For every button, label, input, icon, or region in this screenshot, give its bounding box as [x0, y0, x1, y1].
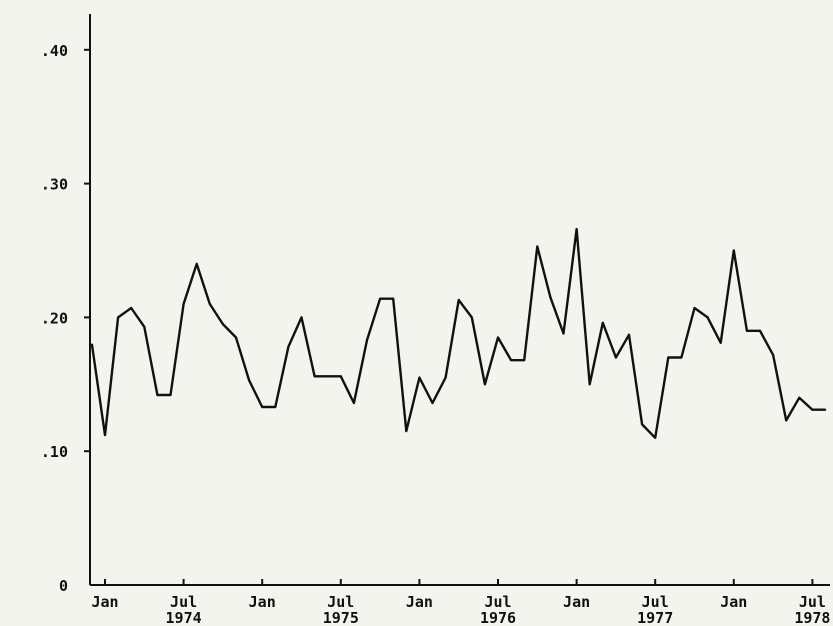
- data-point: [720, 342, 722, 344]
- data-point: [471, 317, 473, 319]
- data-point: [668, 357, 670, 359]
- data-point: [91, 343, 93, 345]
- data-point: [353, 402, 355, 404]
- data-point: [117, 317, 119, 319]
- x-tick-month-label: Jan: [91, 593, 118, 611]
- data-point: [248, 379, 250, 381]
- data-point: [654, 437, 656, 439]
- data-point: [641, 424, 643, 426]
- data-point: [694, 307, 696, 309]
- data-point: [733, 250, 735, 252]
- data-point: [301, 317, 303, 319]
- data-point: [563, 333, 565, 335]
- data-point: [314, 375, 316, 377]
- y-tick-label: .20: [41, 309, 68, 327]
- data-point: [825, 409, 827, 411]
- data-point: [183, 303, 185, 305]
- data-point: [366, 339, 368, 341]
- data-point: [196, 263, 198, 265]
- data-point: [799, 397, 801, 399]
- x-tick-month-label: Jan: [249, 593, 276, 611]
- x-tick-month-label: Jan: [720, 593, 747, 611]
- data-point: [523, 359, 525, 361]
- data-point: [340, 375, 342, 377]
- data-point: [275, 406, 277, 408]
- data-point: [170, 394, 172, 396]
- x-tick-year-label: 1975: [323, 609, 359, 626]
- data-point: [432, 402, 434, 404]
- data-point: [746, 330, 748, 332]
- data-point: [261, 406, 263, 408]
- data-point: [681, 357, 683, 359]
- x-tick-month-label: Jan: [563, 593, 590, 611]
- data-point: [157, 394, 159, 396]
- data-point: [209, 303, 211, 305]
- data-point: [379, 298, 381, 300]
- y-tick-label: 0: [59, 577, 68, 595]
- data-point: [628, 334, 630, 336]
- data-point: [144, 326, 146, 328]
- data-point: [615, 357, 617, 359]
- data-point: [772, 354, 774, 356]
- data-point: [497, 337, 499, 339]
- data-point: [406, 430, 408, 432]
- y-tick-label: .30: [41, 176, 68, 194]
- data-point: [104, 434, 106, 436]
- data-point: [576, 228, 578, 230]
- x-tick-year-label: 1977: [637, 609, 673, 626]
- series: [91, 228, 826, 438]
- data-point: [235, 337, 237, 339]
- data-point: [550, 297, 552, 299]
- data-point: [484, 384, 486, 386]
- x-tick-year-label: 1978: [794, 609, 830, 626]
- axes: [90, 14, 830, 585]
- data-point: [812, 409, 814, 411]
- data-point: [445, 377, 447, 379]
- data-point: [392, 298, 394, 300]
- y-tick-label: .40: [41, 42, 68, 60]
- data-point: [707, 317, 709, 319]
- series-line-0: [92, 229, 826, 438]
- data-point: [130, 307, 132, 309]
- data-point: [785, 420, 787, 422]
- data-point: [602, 322, 604, 324]
- data-point: [589, 384, 591, 386]
- x-tick-year-label: 1976: [480, 609, 516, 626]
- data-point: [537, 246, 539, 248]
- data-point: [419, 377, 421, 379]
- data-point: [327, 375, 329, 377]
- data-point: [458, 299, 460, 301]
- data-point: [510, 359, 512, 361]
- y-tick-label: .10: [41, 443, 68, 461]
- data-point: [288, 346, 290, 348]
- data-point: [222, 323, 224, 325]
- x-tick-year-label: 1974: [166, 609, 202, 626]
- x-tick-month-label: Jan: [406, 593, 433, 611]
- data-point: [759, 330, 761, 332]
